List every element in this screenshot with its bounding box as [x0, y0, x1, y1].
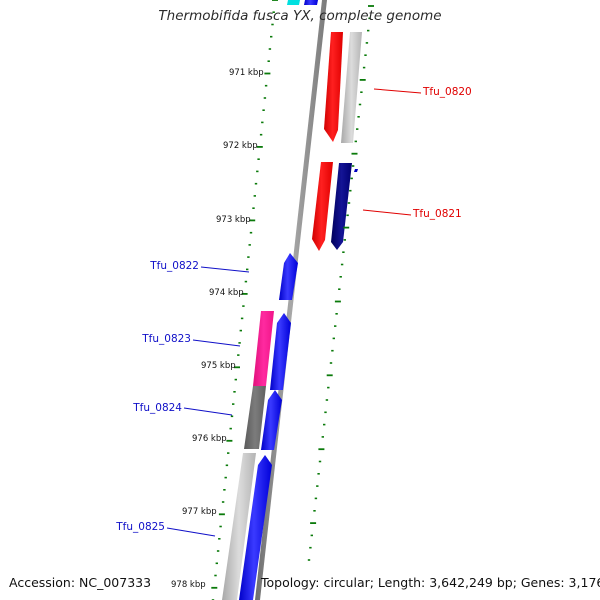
kbp-label-976: 976 kbp [192, 434, 227, 444]
gene-tfu-0821-arrow[interactable] [312, 162, 333, 251]
genome-stats-text: Topology: circular; Length: 3,642,249 bp… [261, 575, 600, 590]
feature-light-grey-right [341, 32, 362, 143]
gene-tfu-0820-arrow[interactable] [324, 32, 343, 142]
gene-tfu-0822-arrow[interactable] [279, 253, 298, 300]
gene-label-tfu-0822[interactable]: Tfu_0822 [149, 260, 199, 272]
kbp-tick-row-left [211, 0, 278, 600]
gene-tfu-0824-arrow[interactable] [261, 390, 282, 450]
feature-blue-segment-top [304, 0, 318, 5]
feature-cyan-segment [287, 0, 300, 5]
callout-line-tfu-0825 [166, 527, 216, 537]
kbp-label-977: 977 kbp [182, 507, 217, 517]
callout-line-tfu-0822 [200, 266, 250, 273]
map-title: Thermobifida fusca YX, complete genome [158, 8, 442, 24]
feature-small-blue-dot [354, 169, 358, 172]
feature-light-grey-left [222, 453, 256, 600]
kbp-tick-row-right [307, 5, 374, 561]
gene-label-tfu-0823[interactable]: Tfu_0823 [141, 333, 191, 345]
gene-label-tfu-0824[interactable]: Tfu_0824 [132, 402, 182, 414]
feature-grey-segment [244, 386, 266, 449]
kbp-label-972: 972 kbp [223, 141, 258, 151]
accession-text: Accession: NC_007333 [9, 575, 152, 590]
feature-navy-arrow [331, 163, 352, 250]
kbp-label-978: 978 kbp [171, 580, 206, 590]
kbp-label-975: 975 kbp [201, 361, 236, 371]
gene-label-tfu-0821[interactable]: Tfu_0821 [412, 208, 462, 220]
kbp-label-973: 973 kbp [216, 215, 251, 225]
callout-line-tfu-0821 [362, 209, 412, 216]
callout-line-tfu-0823 [192, 339, 241, 347]
kbp-label-974: 974 kbp [209, 288, 244, 298]
feature-pink-segment [253, 311, 274, 386]
callout-line-tfu-0824 [183, 407, 233, 416]
callout-line-tfu-0820 [373, 88, 422, 94]
gene-label-tfu-0825[interactable]: Tfu_0825 [115, 521, 165, 533]
gene-label-tfu-0820[interactable]: Tfu_0820 [422, 86, 472, 98]
kbp-label-971: 971 kbp [229, 68, 264, 78]
gene-tfu-0823-arrow[interactable] [270, 313, 291, 390]
gene-tfu-0825-arrow[interactable] [239, 455, 272, 600]
